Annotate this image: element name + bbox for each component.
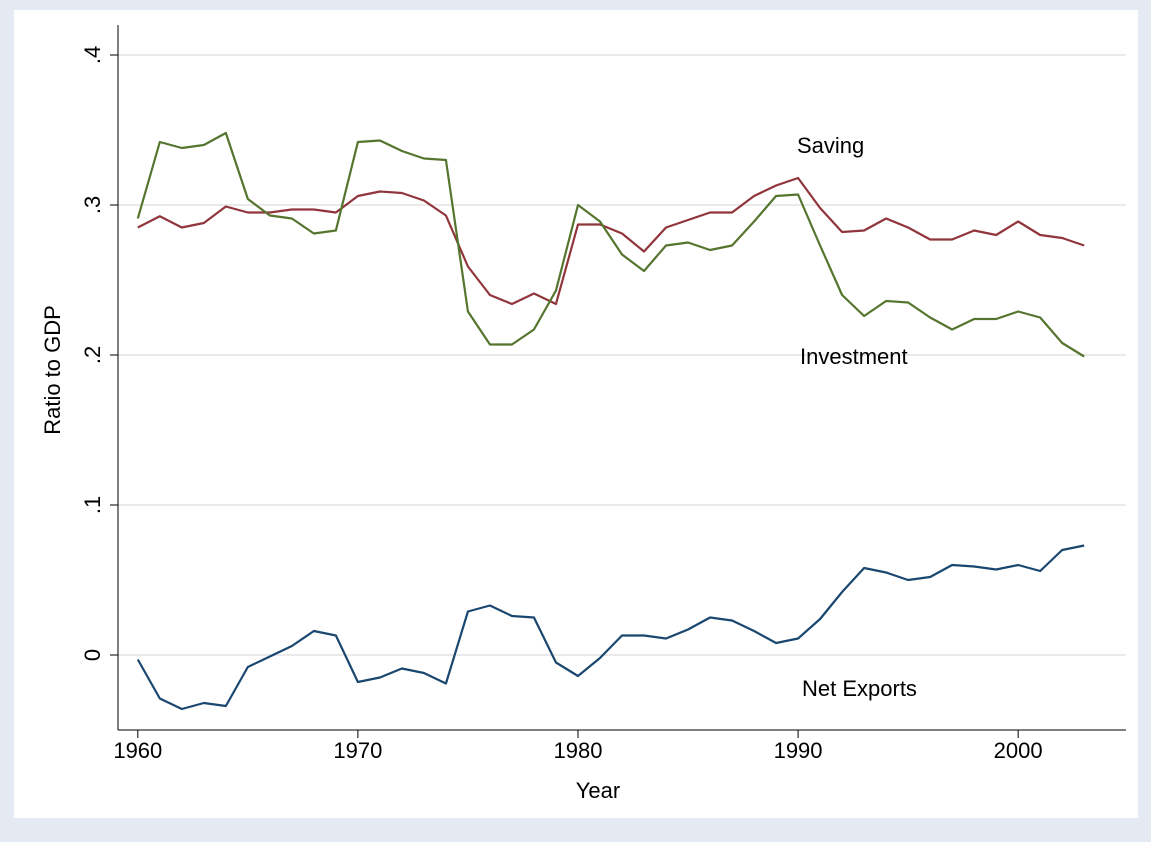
y-tick-label: 0 xyxy=(80,649,105,661)
x-tick-label: 1970 xyxy=(333,738,382,763)
series-line xyxy=(137,176,1085,306)
series-label: Saving xyxy=(797,133,864,158)
y-tick-label: .4 xyxy=(80,46,105,64)
y-tick-label: .3 xyxy=(80,196,105,214)
series-label: Investment xyxy=(800,344,908,369)
x-axis-label: Year xyxy=(576,778,620,803)
x-tick-label: 2000 xyxy=(994,738,1043,763)
y-tick-label: .2 xyxy=(80,346,105,364)
y-tick-label: .1 xyxy=(80,496,105,514)
series-line xyxy=(136,544,1085,711)
x-tick-label: 1990 xyxy=(774,738,823,763)
series-label: Net Exports xyxy=(802,676,917,701)
x-tick-label: 1980 xyxy=(554,738,603,763)
series-line xyxy=(136,131,1085,358)
plot-region xyxy=(14,10,1138,818)
x-tick-label: 1960 xyxy=(113,738,162,763)
y-axis-label: Ratio to GDP xyxy=(40,305,65,435)
